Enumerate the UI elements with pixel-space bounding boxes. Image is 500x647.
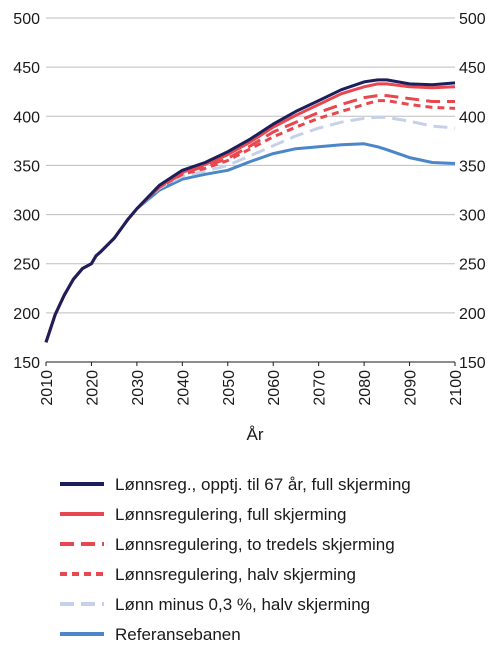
legend: Lønnsreg., opptj. til 67 år, full skjerm… — [60, 475, 411, 644]
y-tick-label-right: 150 — [459, 355, 486, 372]
x-tick-label: 2100 — [448, 370, 465, 406]
y-tick-label-right: 500 — [459, 11, 486, 28]
y-tick-label-left: 500 — [13, 11, 40, 28]
y-tick-label-left: 400 — [13, 109, 40, 126]
series-line-2 — [44, 94, 455, 343]
y-tick-label-left: 450 — [13, 60, 40, 77]
y-tick-label-right: 300 — [459, 208, 486, 225]
y-tick-label-right: 450 — [459, 60, 486, 77]
x-tick-label: 2070 — [312, 370, 329, 406]
series-line-1 — [44, 82, 456, 343]
y-tick-label-right: 400 — [459, 109, 486, 126]
x-tick-label: 2090 — [403, 370, 420, 406]
y-tick-label-right: 200 — [459, 306, 486, 323]
x-tick-label: 2040 — [175, 370, 192, 406]
axes: 150 150 200 200 250 250 300 300 350 350 400 400 450 4… — [13, 11, 486, 406]
series-line-0 — [44, 78, 456, 343]
y-tick-label-right: 350 — [459, 158, 486, 175]
x-tick-label: 2050 — [221, 370, 238, 406]
y-tick-label-left: 150 — [13, 355, 40, 372]
grid-lines — [46, 17, 455, 363]
x-tick-label: 2060 — [266, 370, 283, 406]
y-tick-label-left: 250 — [13, 257, 40, 274]
series-line-3 — [44, 99, 456, 343]
y-tick-label-left: 300 — [13, 208, 40, 225]
legend-label-1: Lønnsregulering, full skjerming — [115, 505, 347, 524]
x-tick-label: 2030 — [130, 370, 147, 406]
y-tick-label-right: 250 — [459, 257, 486, 274]
x-tick-label: 2010 — [39, 370, 56, 406]
legend-label-4: Lønn minus 0,3 %, halv skjerming — [115, 595, 370, 614]
x-axis-title: År — [247, 425, 264, 444]
x-tick-label: 2020 — [84, 370, 101, 406]
legend-label-0: Lønnsreg., opptj. til 67 år, full skjerm… — [115, 475, 411, 494]
legend-label-2: Lønnsregulering, to tredels skjerming — [115, 535, 395, 554]
y-tick-label-left: 200 — [13, 306, 40, 323]
y-tick-label-left: 350 — [13, 158, 40, 175]
x-tick-label: 2080 — [357, 370, 374, 406]
legend-label-3: Lønnsregulering, halv skjerming — [115, 565, 356, 584]
legend-label-5: Referansebanen — [115, 625, 241, 644]
series-lines — [44, 78, 456, 343]
